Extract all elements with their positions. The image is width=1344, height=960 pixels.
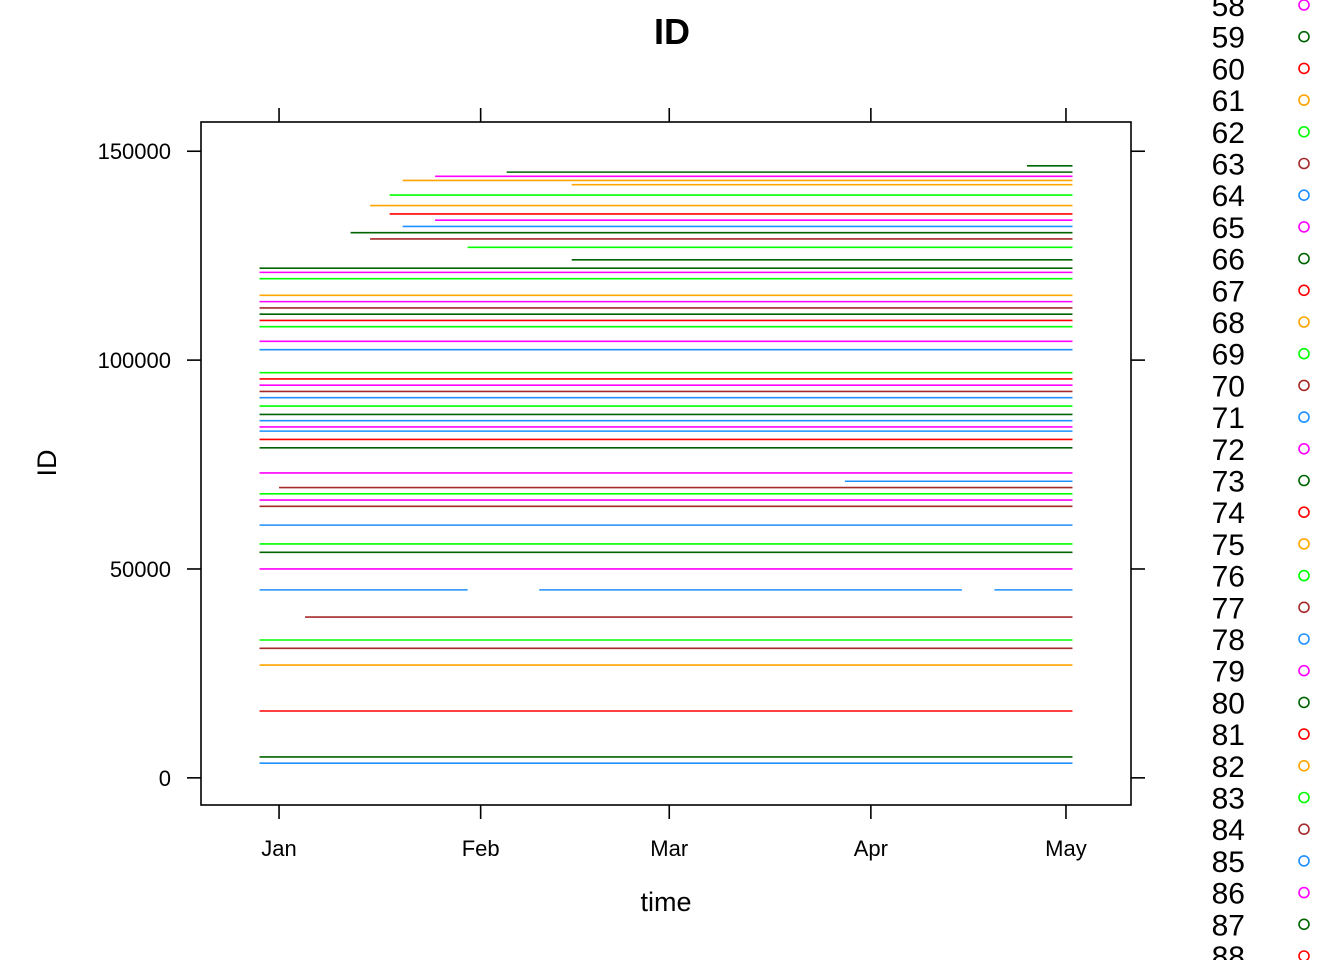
x-axis-label: time bbox=[640, 887, 691, 917]
legend-label: 85 bbox=[1212, 846, 1245, 879]
chart-title: ID bbox=[654, 11, 690, 52]
legend-marker bbox=[1298, 0, 1310, 11]
legend-label: 69 bbox=[1212, 339, 1245, 372]
legend-label: 80 bbox=[1212, 687, 1245, 720]
legend-label: 88 bbox=[1212, 941, 1245, 960]
legend-label: 71 bbox=[1212, 402, 1245, 435]
legend-marker bbox=[1298, 379, 1310, 392]
legend-marker bbox=[1298, 62, 1310, 75]
legend-label: 82 bbox=[1212, 751, 1245, 784]
legend-label: 81 bbox=[1212, 719, 1245, 752]
legend-label: 60 bbox=[1212, 53, 1245, 86]
plot-frame bbox=[200, 121, 1132, 806]
legend-marker bbox=[1298, 791, 1310, 804]
legend-label: 74 bbox=[1212, 497, 1245, 530]
legend-label: 58 bbox=[1212, 0, 1245, 23]
legend-label: 87 bbox=[1212, 909, 1245, 942]
y-axis: 0 50000 100000 150000 bbox=[98, 139, 1145, 791]
legend-marker bbox=[1298, 316, 1310, 328]
legend-marker bbox=[1298, 221, 1310, 233]
y-tick-label: 0 bbox=[159, 766, 171, 791]
legend-marker bbox=[1298, 633, 1310, 645]
legend-label: 63 bbox=[1212, 149, 1245, 182]
legend-label: 66 bbox=[1212, 244, 1245, 277]
x-tick-label: Feb bbox=[462, 836, 500, 861]
y-tick-label: 100000 bbox=[98, 348, 171, 373]
legend-label: 73 bbox=[1212, 466, 1245, 499]
legend-marker bbox=[1298, 538, 1310, 550]
x-axis: Jan Feb Mar Apr May bbox=[261, 108, 1087, 861]
legend-label: 59 bbox=[1212, 22, 1245, 55]
legend-marker bbox=[1298, 696, 1310, 709]
y-axis-label: ID bbox=[32, 450, 62, 477]
plot-series-group bbox=[259, 165, 1073, 765]
legend-label: 78 bbox=[1212, 624, 1245, 657]
legend-marker bbox=[1298, 189, 1310, 201]
legend-marker bbox=[1298, 855, 1310, 867]
legend-marker bbox=[1298, 759, 1310, 772]
legend: 5859606162636465666768697071727374757677… bbox=[1212, 0, 1310, 960]
legend-marker bbox=[1298, 126, 1310, 138]
legend-label: 77 bbox=[1212, 592, 1245, 625]
legend-marker bbox=[1298, 601, 1310, 614]
legend-marker bbox=[1298, 950, 1310, 960]
legend-label: 61 bbox=[1212, 85, 1245, 118]
legend-marker bbox=[1298, 506, 1310, 519]
legend-label: 67 bbox=[1212, 275, 1245, 308]
y-tick-label: 150000 bbox=[98, 139, 171, 164]
legend-marker bbox=[1298, 569, 1310, 582]
legend-label: 64 bbox=[1212, 180, 1245, 213]
legend-marker bbox=[1298, 886, 1310, 899]
legend-marker bbox=[1298, 411, 1310, 423]
legend-marker bbox=[1298, 474, 1310, 487]
legend-label: 62 bbox=[1212, 117, 1245, 150]
legend-marker bbox=[1298, 918, 1310, 931]
legend-label: 84 bbox=[1212, 814, 1245, 847]
x-tick-label: Jan bbox=[261, 836, 296, 861]
legend-label: 65 bbox=[1212, 212, 1245, 245]
y-tick-label: 50000 bbox=[110, 557, 171, 582]
x-tick-label: May bbox=[1045, 836, 1087, 861]
legend-label: 83 bbox=[1212, 783, 1245, 816]
legend-marker bbox=[1298, 252, 1310, 265]
legend-marker bbox=[1298, 284, 1310, 297]
legend-marker bbox=[1298, 347, 1310, 360]
legend-label: 86 bbox=[1212, 878, 1245, 911]
legend-marker bbox=[1298, 823, 1310, 836]
legend-marker bbox=[1298, 157, 1310, 170]
x-tick-label: Apr bbox=[854, 836, 888, 861]
legend-label: 76 bbox=[1212, 561, 1245, 594]
legend-marker bbox=[1298, 728, 1310, 740]
legend-marker bbox=[1298, 442, 1310, 455]
legend-label: 79 bbox=[1212, 656, 1245, 689]
legend-label: 72 bbox=[1212, 434, 1245, 467]
legend-marker bbox=[1298, 94, 1310, 106]
legend-marker bbox=[1298, 30, 1310, 43]
legend-marker bbox=[1298, 664, 1310, 677]
x-tick-label: Mar bbox=[650, 836, 688, 861]
legend-label: 70 bbox=[1212, 370, 1245, 403]
legend-label: 75 bbox=[1212, 529, 1245, 562]
legend-label: 68 bbox=[1212, 307, 1245, 340]
